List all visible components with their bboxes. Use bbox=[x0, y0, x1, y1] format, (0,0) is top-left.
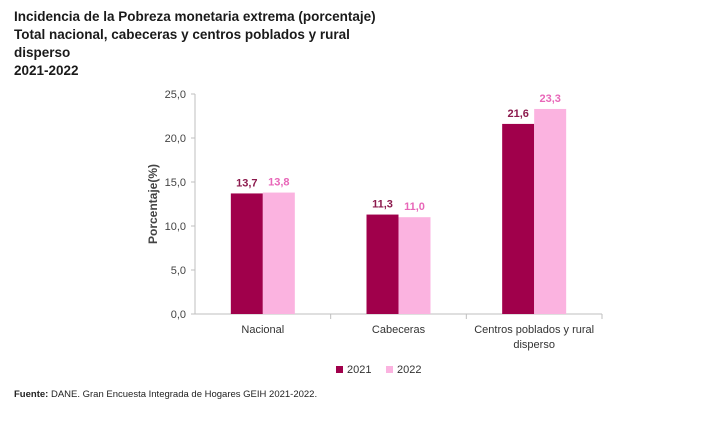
title-line-4: 2021-2022 bbox=[14, 63, 79, 78]
source-footer: Fuente: DANE. Gran Encuesta Integrada de… bbox=[14, 389, 317, 400]
title-line-3: disperso bbox=[14, 45, 71, 60]
data-label: 11,3 bbox=[372, 199, 393, 211]
data-label: 21,6 bbox=[507, 108, 528, 120]
legend-swatch bbox=[386, 366, 393, 373]
bar-2022-2 bbox=[534, 108, 567, 315]
y-tick-label: 0,0 bbox=[171, 309, 186, 321]
title-line-1: Incidencia de la Pobreza monetaria extre… bbox=[14, 9, 376, 24]
x-tick-label: Centros poblados y rural bbox=[474, 324, 594, 336]
bar-2022-1 bbox=[398, 217, 431, 314]
bar-2021-2 bbox=[502, 123, 535, 314]
bar-2021-1 bbox=[366, 214, 399, 314]
y-tick-label: 15,0 bbox=[165, 177, 186, 189]
legend-swatch bbox=[336, 366, 343, 373]
data-label: 23,3 bbox=[539, 93, 560, 105]
data-label: 11,0 bbox=[404, 201, 425, 213]
title-line-2: Total nacional, cabeceras y centros pobl… bbox=[14, 27, 350, 42]
source-label: Fuente: bbox=[14, 389, 49, 400]
bar-2021-0 bbox=[230, 193, 263, 314]
chart-title: Incidencia de la Pobreza monetaria extre… bbox=[14, 8, 434, 80]
y-tick-label: 25,0 bbox=[165, 89, 186, 101]
y-tick-label: 5,0 bbox=[171, 265, 186, 277]
y-tick-label: 10,0 bbox=[165, 221, 186, 233]
x-tick-label: disperso bbox=[513, 339, 555, 351]
bar-2022-0 bbox=[262, 192, 295, 314]
y-axis-label: Porcentaje(%) bbox=[146, 164, 160, 244]
data-label: 13,7 bbox=[236, 177, 257, 189]
data-label: 13,8 bbox=[268, 177, 289, 189]
x-tick-label: Cabeceras bbox=[372, 324, 426, 336]
legend-label: 2022 bbox=[397, 364, 421, 376]
y-tick-label: 20,0 bbox=[165, 133, 186, 145]
legend-label: 2021 bbox=[347, 364, 371, 376]
source-text: DANE. Gran Encuesta Integrada de Hogares… bbox=[48, 389, 318, 400]
x-tick-label: Nacional bbox=[241, 324, 284, 336]
